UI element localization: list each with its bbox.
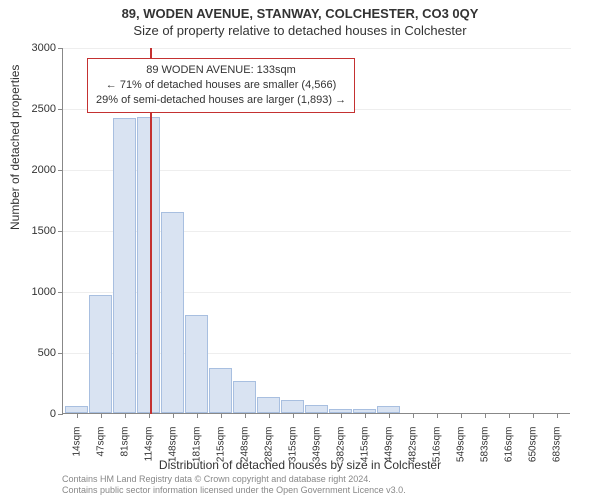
x-tick (365, 413, 366, 418)
annotation-line: 29% of semi-detached houses are larger (… (96, 93, 346, 108)
x-tick (173, 413, 174, 418)
y-tick (58, 109, 63, 110)
histogram-bar (113, 118, 136, 413)
footer-line: Contains public sector information licen… (62, 485, 406, 496)
y-tick-label: 1000 (16, 286, 56, 298)
y-tick (58, 170, 63, 171)
histogram-chart: 14sqm47sqm81sqm114sqm148sqm181sqm215sqm2… (62, 48, 570, 414)
page-subtitle: Size of property relative to detached ho… (0, 23, 600, 38)
footer-line: Contains HM Land Registry data © Crown c… (62, 474, 406, 485)
histogram-bar (377, 406, 400, 413)
attribution-footer: Contains HM Land Registry data © Crown c… (62, 474, 406, 497)
x-tick (77, 413, 78, 418)
histogram-bar (281, 400, 304, 413)
annotation-line: ← 71% of detached houses are smaller (4,… (96, 78, 346, 93)
annotation-box: 89 WODEN AVENUE: 133sqm← 71% of detached… (87, 58, 355, 113)
x-tick (125, 413, 126, 418)
y-tick-label: 500 (16, 347, 56, 359)
x-tick (317, 413, 318, 418)
histogram-bar (233, 381, 256, 413)
plot-area: 14sqm47sqm81sqm114sqm148sqm181sqm215sqm2… (62, 48, 570, 414)
x-tick (101, 413, 102, 418)
y-tick-label: 0 (16, 408, 56, 420)
histogram-bar (89, 295, 112, 413)
x-tick (437, 413, 438, 418)
histogram-bar (305, 405, 328, 413)
x-tick (533, 413, 534, 418)
histogram-bar (257, 397, 280, 413)
x-tick (389, 413, 390, 418)
y-tick-label: 3000 (16, 42, 56, 54)
annotation-line: 89 WODEN AVENUE: 133sqm (96, 63, 346, 78)
x-tick (341, 413, 342, 418)
histogram-bar (65, 406, 88, 413)
page-title: 89, WODEN AVENUE, STANWAY, COLCHESTER, C… (0, 6, 600, 21)
x-tick (485, 413, 486, 418)
y-tick-label: 2000 (16, 164, 56, 176)
y-tick (58, 231, 63, 232)
x-tick (245, 413, 246, 418)
x-tick (269, 413, 270, 418)
y-tick (58, 414, 63, 415)
x-tick (461, 413, 462, 418)
gridline (63, 48, 571, 49)
x-axis-label: Distribution of detached houses by size … (0, 458, 600, 472)
x-tick (197, 413, 198, 418)
histogram-bar (161, 212, 184, 413)
y-tick (58, 48, 63, 49)
y-axis-label: Number of detached properties (8, 65, 22, 230)
x-tick (221, 413, 222, 418)
y-tick-label: 2500 (16, 103, 56, 115)
y-tick (58, 292, 63, 293)
histogram-bar (209, 368, 232, 413)
x-tick (509, 413, 510, 418)
x-tick (413, 413, 414, 418)
histogram-bar (137, 117, 160, 413)
x-tick (293, 413, 294, 418)
histogram-bar (185, 315, 208, 413)
x-tick (557, 413, 558, 418)
y-tick-label: 1500 (16, 225, 56, 237)
y-tick (58, 353, 63, 354)
